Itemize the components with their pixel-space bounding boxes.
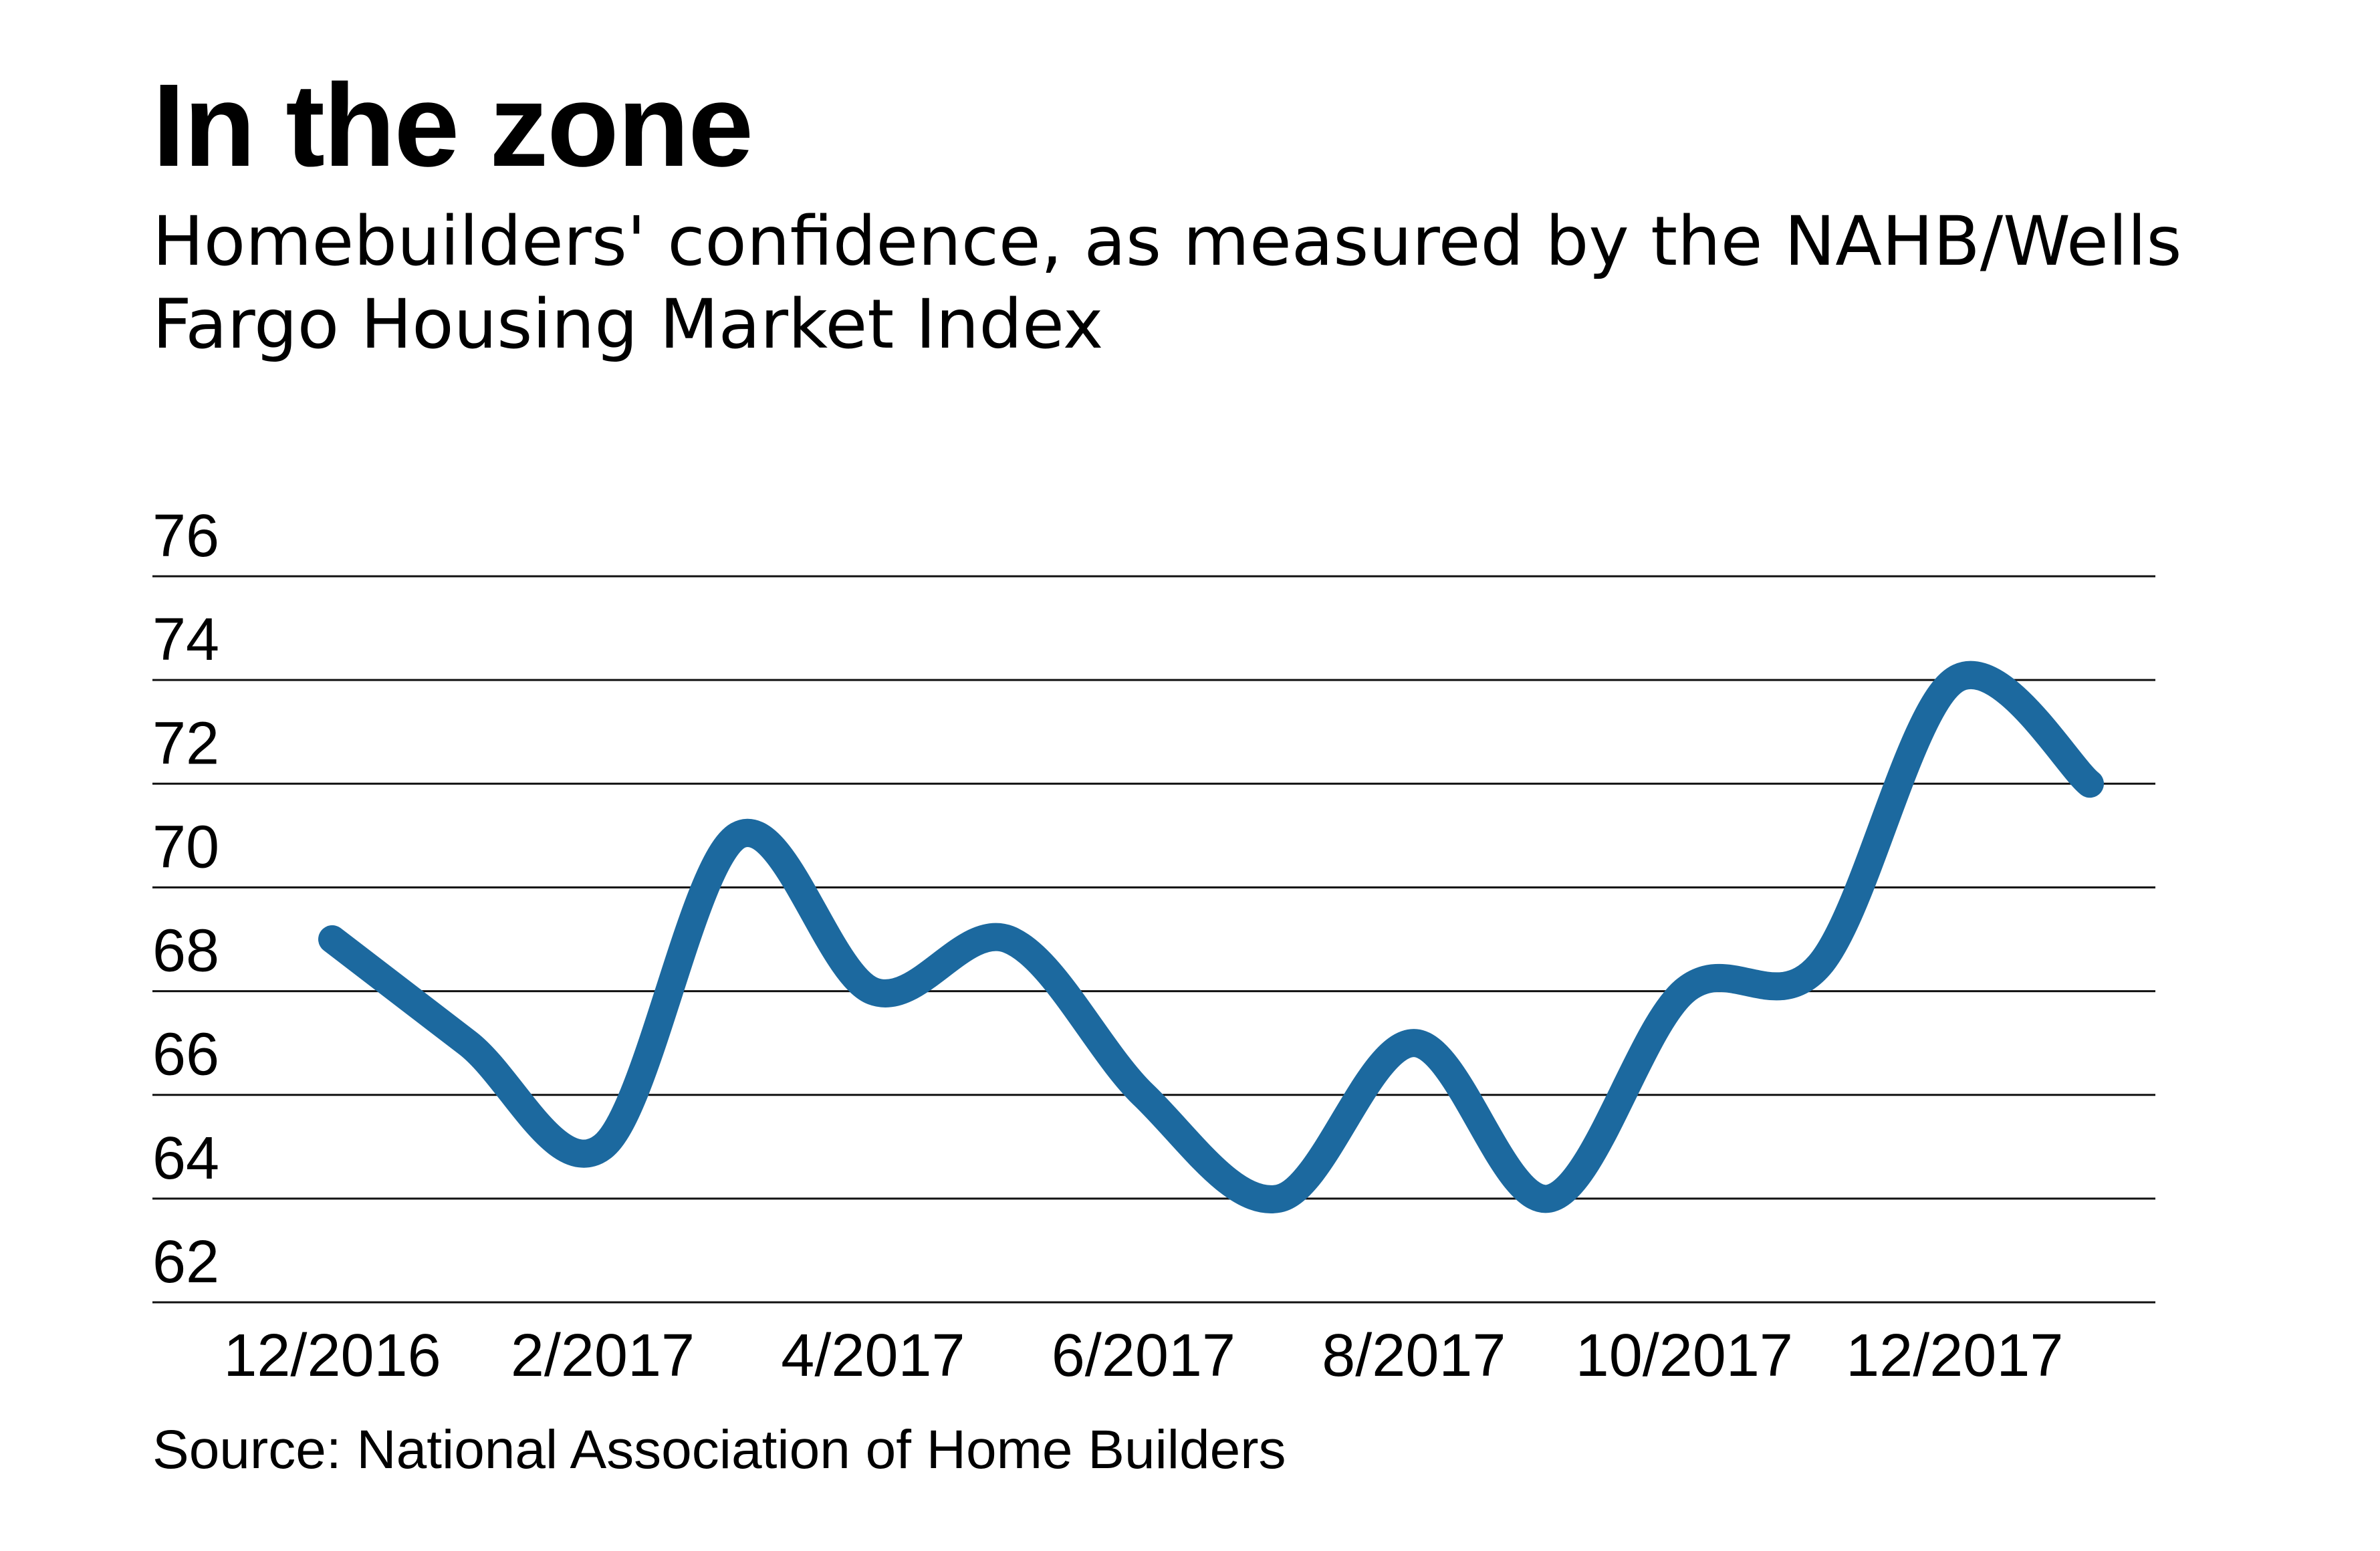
y-tick-label: 66 <box>152 1022 219 1088</box>
y-tick-label: 70 <box>152 814 219 880</box>
y-tick-label: 62 <box>152 1229 219 1296</box>
x-tick-label: 6/2017 <box>1052 1322 1235 1389</box>
x-tick-label: 12/2016 <box>223 1322 441 1389</box>
source-note: Source: National Association of Home Bui… <box>152 1419 1286 1480</box>
y-tick-label: 76 <box>152 503 219 570</box>
y-tick-label: 68 <box>152 918 219 985</box>
chart-subtitle: Homebuilders' confidence, as measured by… <box>152 202 2182 364</box>
chart-title: In the zone <box>152 60 753 191</box>
x-tick-label: 4/2017 <box>781 1322 965 1389</box>
y-tick-label: 64 <box>152 1125 219 1192</box>
x-tick-label: 12/2017 <box>1846 1322 2063 1389</box>
x-tick-label: 2/2017 <box>511 1322 695 1389</box>
series-line <box>318 661 2104 1213</box>
y-tick-label: 72 <box>152 710 219 777</box>
x-tick-label: 8/2017 <box>1322 1322 1506 1389</box>
y-tick-label: 74 <box>152 606 219 673</box>
x-tick-label: 10/2017 <box>1576 1322 1793 1389</box>
